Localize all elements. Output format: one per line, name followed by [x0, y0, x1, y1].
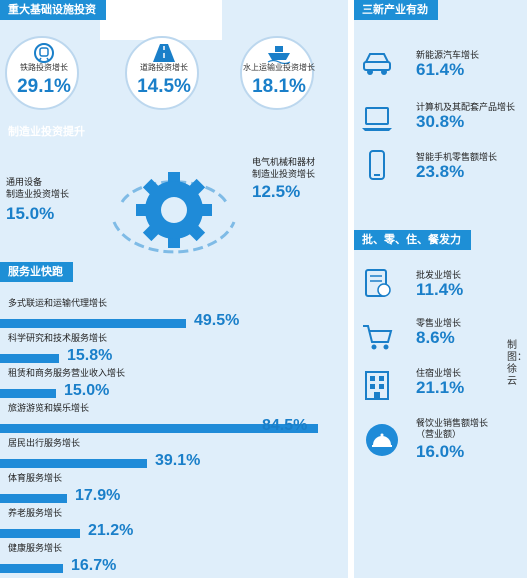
- bar-value-label: 15.8%: [67, 347, 113, 364]
- mf-label-general-equipment: 通用设备 制造业投资增长: [6, 177, 70, 199]
- new-industry-label: 智能手机零售额增长: [416, 152, 498, 162]
- bar-label: 健康服务增长: [8, 543, 63, 553]
- bar-value-label: 84.5%: [262, 417, 308, 434]
- infra-value: 14.5%: [137, 76, 191, 97]
- retail-label: 住宿业增长: [416, 368, 462, 378]
- section-title-manufacturing: 制造业投资提升: [8, 125, 85, 138]
- ship-icon: [266, 42, 292, 65]
- bar-value-label: 17.9%: [75, 487, 121, 504]
- bar-label: 居民出行服务增长: [8, 438, 81, 448]
- section-title-infrastructure: 重大基础设施投资: [0, 0, 106, 20]
- infra-item-waterway: 水上运输业投资增长 18.1%: [240, 36, 315, 110]
- bar: [0, 319, 186, 328]
- cart-icon: [360, 322, 394, 352]
- infra-item-railway: 铁路投资增长 29.1%: [5, 36, 79, 110]
- bar-label: 旅游游览和娱乐增长: [8, 403, 90, 413]
- bar: [0, 529, 80, 538]
- bar-value-label: 49.5%: [194, 312, 240, 329]
- new-industry-value: 61.4%: [416, 60, 465, 79]
- bar-label: 租赁和商务服务营业收入增长: [8, 368, 126, 378]
- bar: [0, 424, 318, 433]
- retail-label: 批发业增长: [416, 270, 462, 280]
- mf-value-electrical: 12.5%: [252, 182, 301, 201]
- panel-notch: [100, 0, 222, 40]
- infra-label: 铁路投资增长: [20, 63, 68, 72]
- credit: 制图：徐云: [507, 340, 527, 387]
- bar-label: 科学研究和技术服务增长: [8, 333, 108, 343]
- bar-label: 养老服务增长: [8, 508, 63, 518]
- smartphone-icon: [360, 150, 394, 180]
- bar: [0, 354, 59, 363]
- mf-value-general-equipment: 15.0%: [6, 204, 55, 223]
- infra-value: 18.1%: [252, 76, 306, 97]
- retail-value: 21.1%: [416, 378, 465, 397]
- new-industry-label: 计算机及其配套产品增长: [416, 102, 516, 112]
- section-title-services: 服务业快跑: [0, 262, 73, 282]
- dining-bell-icon: [366, 424, 398, 456]
- bar-value-label: 16.7%: [71, 557, 117, 574]
- section-title-retail: 批、零、住、餐发力: [354, 230, 471, 250]
- road-icon: [151, 42, 177, 64]
- bar: [0, 459, 147, 468]
- retail-label: 餐饮业销售额增长 （营业额）: [416, 418, 489, 439]
- new-industry-label: 新能源汽车增长: [416, 50, 480, 60]
- retail-label: 零售业增长: [416, 318, 462, 328]
- new-industry-value: 30.8%: [416, 112, 465, 131]
- bar: [0, 389, 56, 398]
- bar-label: 多式联运和运输代理增长: [8, 298, 108, 308]
- retail-value: 16.0%: [416, 442, 465, 461]
- infra-label: 道路投资增长: [140, 63, 188, 72]
- infra-value: 29.1%: [17, 76, 71, 97]
- bar-value-label: 39.1%: [155, 452, 201, 469]
- gear-illustration: [108, 162, 240, 262]
- section-title-new-industry: 三新产业有劲: [354, 0, 438, 20]
- hotel-icon: [360, 370, 394, 400]
- laptop-icon: [360, 104, 394, 134]
- bar-label: 体育服务增长: [8, 473, 63, 483]
- wholesale-icon: [360, 268, 394, 298]
- infra-item-road: 道路投资增长 14.5%: [125, 36, 199, 110]
- car-charge-icon: [360, 48, 394, 78]
- infra-label: 水上运输业投资增长: [243, 63, 315, 72]
- bar-value-label: 21.2%: [88, 522, 134, 539]
- bar: [0, 564, 63, 573]
- train-icon: [31, 42, 57, 64]
- retail-value: 11.4%: [416, 280, 464, 299]
- bar-value-label: 15.0%: [64, 382, 110, 399]
- retail-value: 8.6%: [416, 328, 455, 347]
- mf-label-electrical: 电气机械和器材 制造业投资增长: [252, 157, 316, 179]
- bar: [0, 494, 67, 503]
- new-industry-value: 23.8%: [416, 162, 465, 181]
